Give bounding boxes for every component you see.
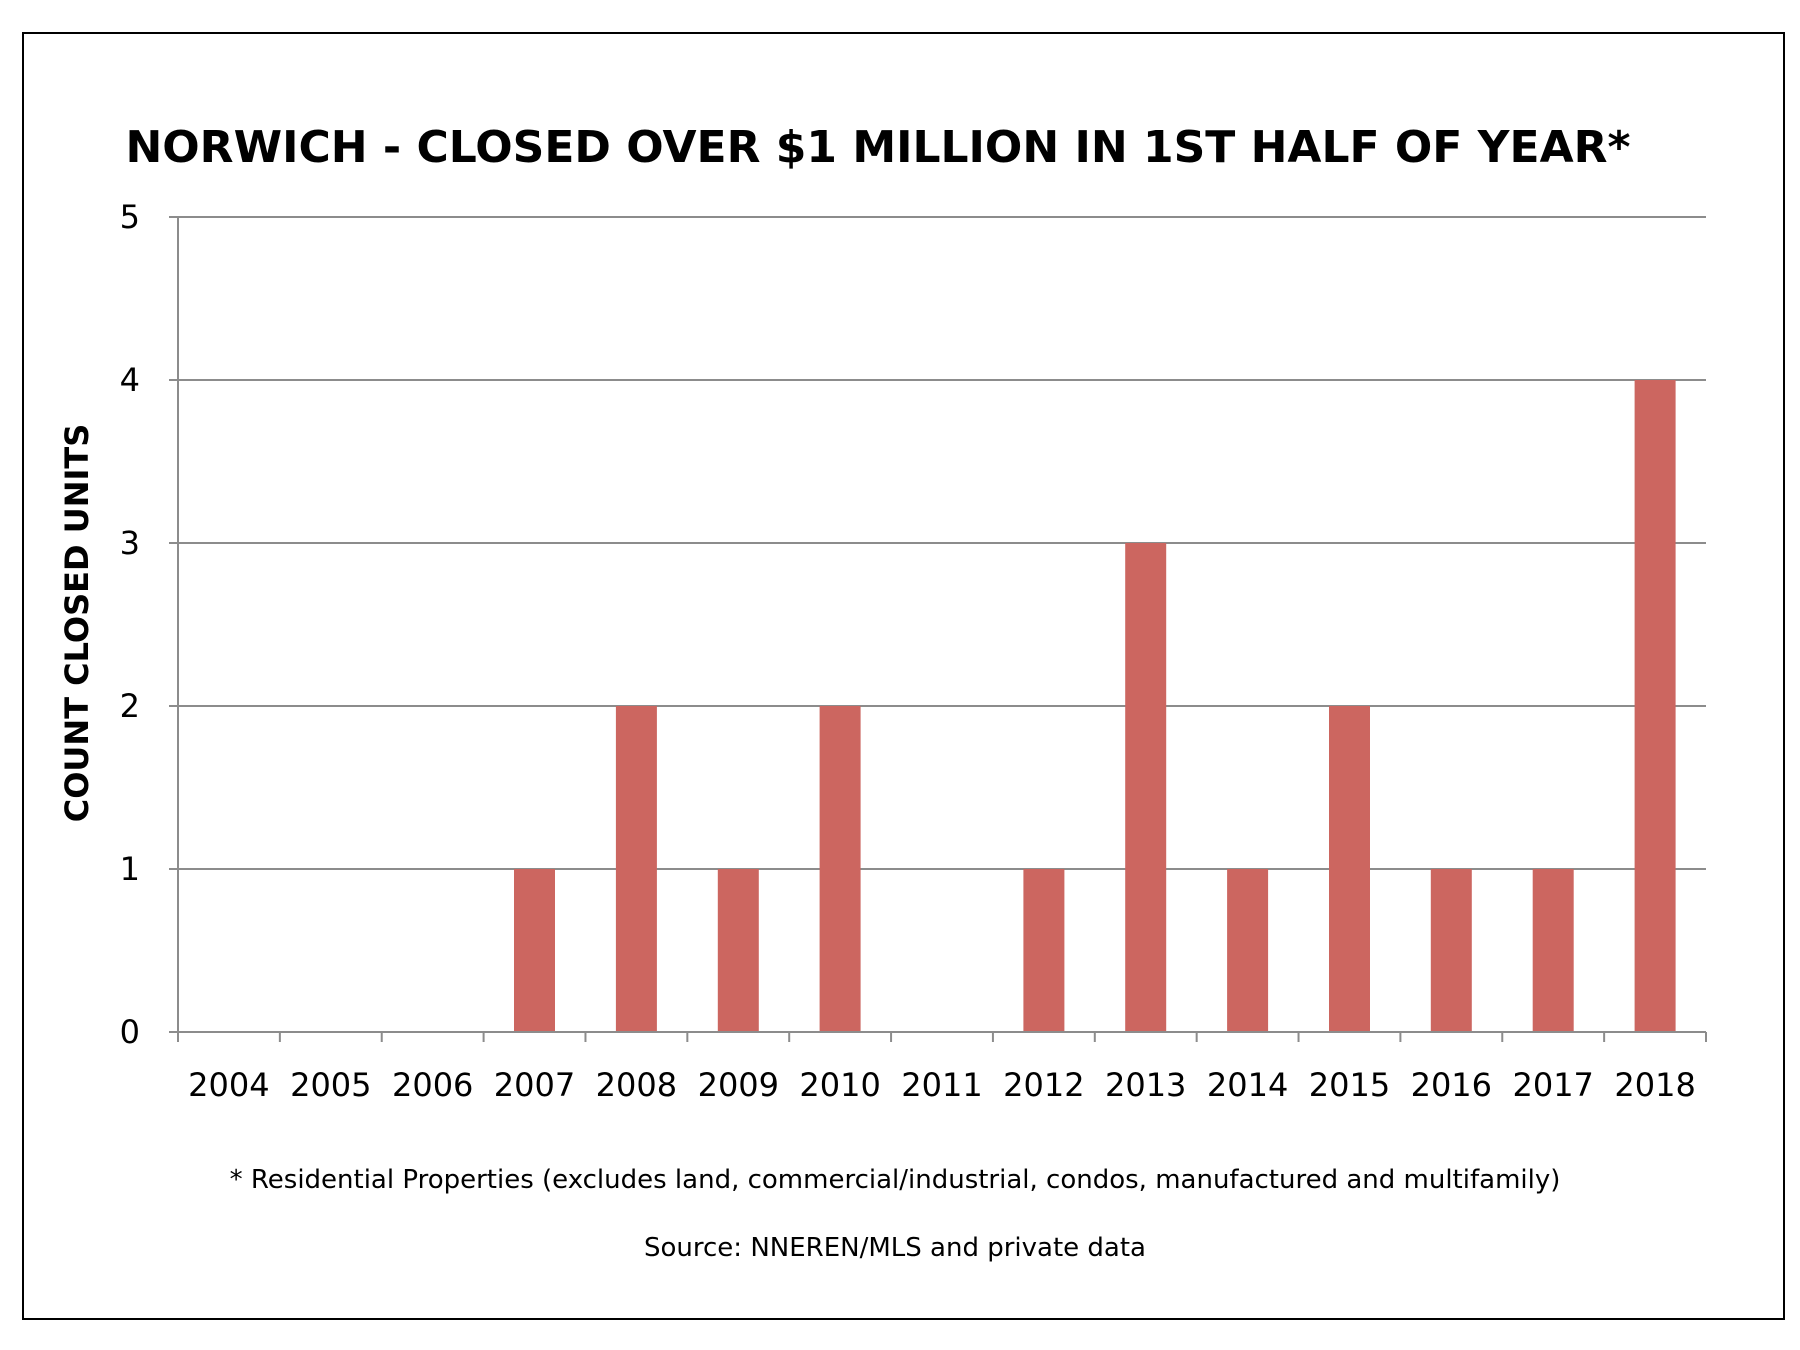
footnote: * Residential Properties (excludes land,… [230, 1165, 1561, 1195]
x-tick-label: 2008 [596, 1066, 677, 1104]
x-tick-labels: 2004 2005 2006 2007 2008 2009 2010 2011 2012 2013… [188, 1066, 1696, 1104]
y-tick-label: 1 [120, 850, 140, 888]
y-axis-label: COUNT CLOSED UNITS [58, 424, 96, 823]
source-note: Source: NNEREN/MLS and private data [644, 1233, 1146, 1263]
gridlines [178, 216, 1706, 870]
x-tick-label: 2010 [799, 1066, 880, 1104]
x-tick-label: 2018 [1614, 1066, 1695, 1104]
bar-2010 [819, 706, 861, 1032]
bar-2016 [1430, 869, 1472, 1032]
bar-2015 [1329, 706, 1370, 1032]
x-tick-label: 2017 [1512, 1066, 1593, 1104]
chart-title: NORWICH - CLOSED OVER $1 MILLION IN 1ST … [125, 122, 1630, 173]
y-tick-label: 5 [120, 198, 140, 236]
x-tick-label: 2016 [1411, 1066, 1492, 1104]
x-tick-label: 2009 [698, 1066, 779, 1104]
bar-2012 [1023, 869, 1065, 1032]
bar-2014 [1227, 869, 1269, 1032]
y-tick-label: 2 [120, 687, 140, 725]
bar-2017 [1532, 869, 1574, 1032]
bar-2009 [717, 869, 759, 1032]
bars [514, 380, 1676, 1032]
y-tick-label: 3 [120, 524, 140, 562]
bar-2018 [1634, 380, 1676, 1032]
x-tick-label: 2011 [901, 1066, 982, 1104]
y-tick-label: 0 [120, 1013, 140, 1051]
x-tick-label: 2005 [290, 1066, 371, 1104]
y-tick-labels: 0 1 2 3 4 5 [120, 198, 140, 1051]
x-tick-label: 2006 [392, 1066, 473, 1104]
bar-2007 [514, 869, 555, 1032]
chart-frame [22, 32, 1785, 1320]
x-tick-label: 2015 [1309, 1066, 1390, 1104]
y-tick-label: 4 [120, 361, 140, 399]
x-tick-label: 2013 [1105, 1066, 1186, 1104]
x-tick-label: 2007 [494, 1066, 575, 1104]
bar-2008 [615, 706, 657, 1032]
x-tick-label: 2014 [1207, 1066, 1288, 1104]
bar-2013 [1125, 543, 1167, 1032]
axes [169, 216, 1707, 1042]
x-tick-label: 2012 [1003, 1066, 1084, 1104]
x-tick-label: 2004 [188, 1066, 269, 1104]
